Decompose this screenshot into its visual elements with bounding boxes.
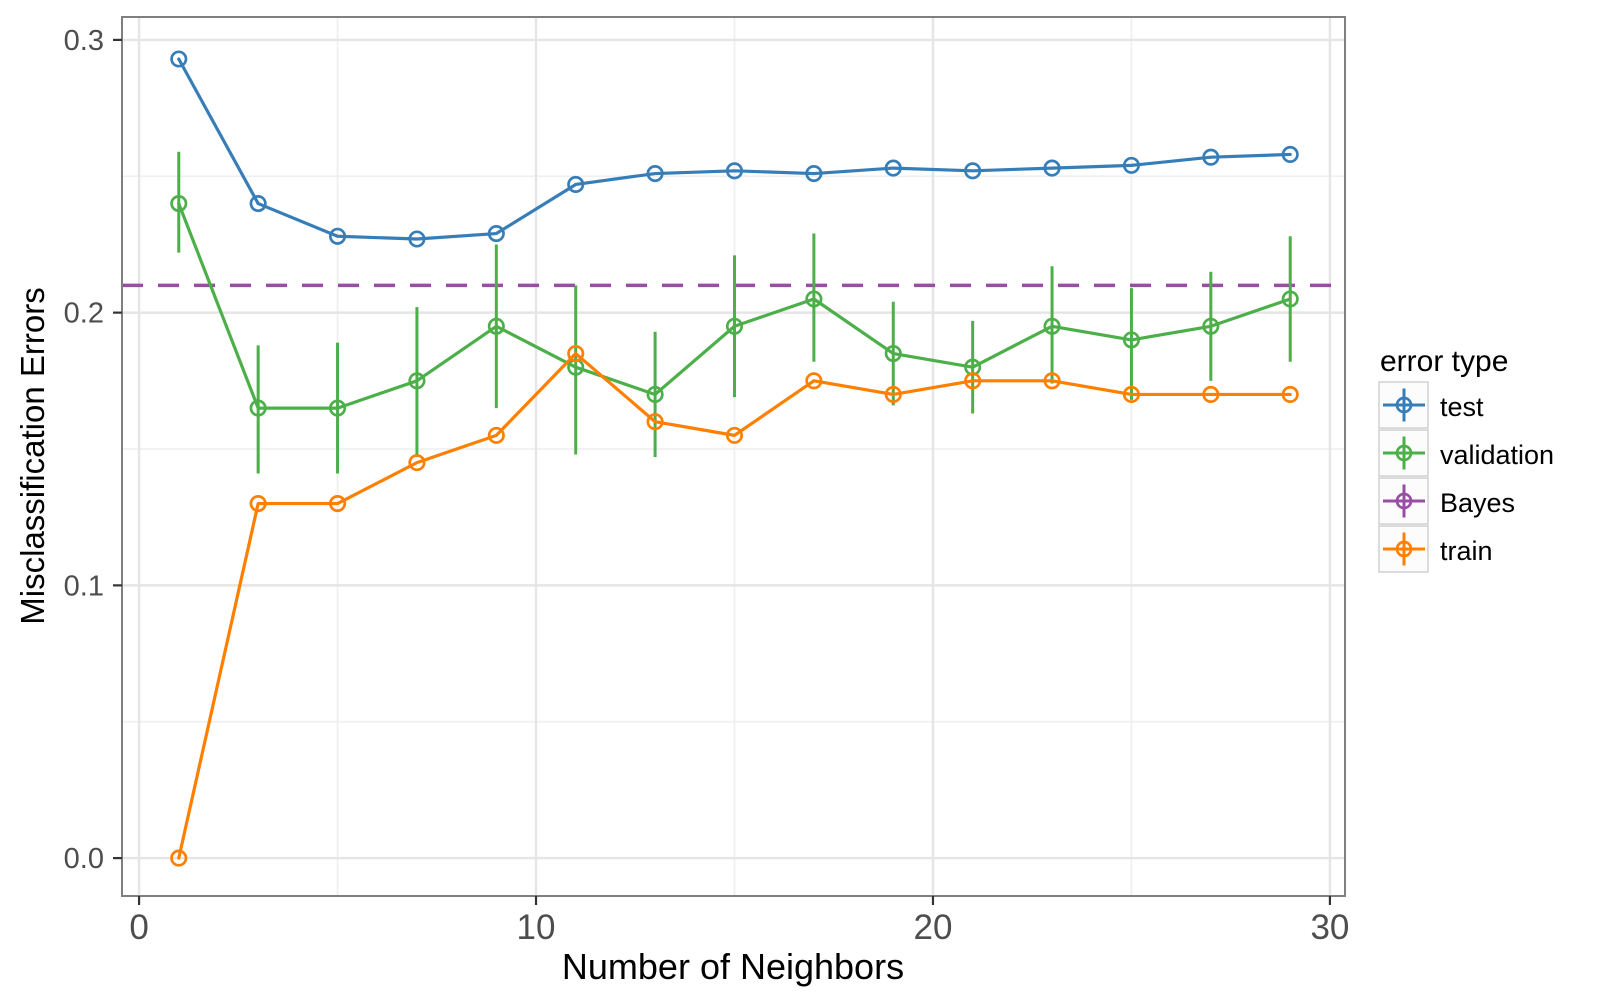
legend-label-test: test — [1440, 392, 1484, 422]
legend-key-marker-validation — [1395, 444, 1413, 462]
legend-key-marker-test — [1395, 396, 1413, 414]
series-train-marker — [487, 426, 505, 444]
series-test-marker — [408, 230, 426, 248]
series-train-marker — [964, 372, 982, 390]
series-test-marker — [884, 159, 902, 177]
series-test-marker — [1202, 148, 1220, 166]
series-test-line — [177, 57, 1292, 241]
series-train-marker — [805, 372, 823, 390]
legend-label-validation: validation — [1440, 440, 1554, 470]
x-tick-label: 10 — [517, 908, 556, 947]
series-validation-marker — [328, 399, 347, 417]
legend-label-train: train — [1440, 536, 1493, 566]
series-validation-marker — [249, 399, 267, 417]
y-axis-title: Misclassification Errors — [14, 287, 51, 624]
x-tick-label: 30 — [1310, 908, 1349, 947]
series-test-marker — [249, 194, 267, 213]
series-test-marker — [646, 164, 664, 183]
series-validation-marker — [408, 372, 426, 390]
x-axis-title: Number of Neighbors — [562, 946, 904, 987]
series-validation-marker — [487, 317, 505, 335]
series-test-marker — [964, 162, 982, 180]
series-validation-marker — [1043, 317, 1061, 335]
series-test-marker — [1122, 156, 1140, 174]
x-tick-label: 0 — [129, 908, 148, 947]
series-train-line — [177, 351, 1292, 860]
panel-border — [121, 16, 1346, 897]
series-validation-marker — [170, 194, 188, 213]
series-train-marker — [249, 494, 267, 513]
series-test-marker — [805, 164, 823, 183]
series-layer — [122, 50, 1345, 867]
series-test-marker — [1043, 159, 1061, 177]
series-validation-marker — [805, 290, 823, 308]
series-validation-marker — [884, 344, 902, 363]
series-train-marker — [408, 454, 426, 472]
legend-key-marker-bayes — [1395, 492, 1413, 510]
series-validation-marker — [1122, 331, 1140, 349]
y-tick-label: 0.0 — [64, 843, 104, 875]
legend-key-marker-train — [1395, 540, 1413, 558]
legend-label-bayes: Bayes — [1440, 488, 1515, 518]
axis-layer: 0 10 20 30 0.0 0.1 0.2 0.3 — [64, 16, 1349, 947]
series-train-marker — [1202, 385, 1220, 404]
legend: error type test validation Bayes train — [1378, 345, 1554, 573]
series-validation-marker — [725, 317, 744, 335]
y-tick-label: 0.1 — [64, 570, 104, 602]
series-train-marker — [170, 849, 188, 867]
series-train-marker — [328, 494, 347, 513]
series-train-marker — [567, 344, 585, 363]
series-train-marker — [884, 385, 902, 404]
series-validation-marker — [1202, 317, 1220, 335]
series-validation-line — [177, 201, 1292, 410]
y-tick-label: 0.3 — [64, 25, 104, 57]
series-train-marker — [1281, 385, 1299, 404]
series-test-marker — [170, 50, 188, 68]
series-test-marker — [328, 227, 347, 245]
panel-background — [122, 17, 1345, 896]
series-test-marker — [487, 224, 505, 243]
series-test-marker — [725, 162, 744, 180]
series-train-marker — [646, 413, 664, 431]
x-tick-label: 20 — [913, 908, 952, 947]
series-train-marker — [725, 426, 744, 444]
series-train-marker — [1122, 385, 1140, 404]
series-test-marker — [1281, 145, 1299, 164]
legend-title: error type — [1380, 345, 1508, 378]
series-test-marker — [567, 175, 585, 194]
series-validation-marker — [1281, 290, 1299, 308]
y-tick-label: 0.2 — [64, 298, 104, 330]
series-train-marker — [1043, 372, 1061, 390]
grid-layer — [122, 17, 1345, 896]
series-validation-marker — [646, 385, 664, 404]
